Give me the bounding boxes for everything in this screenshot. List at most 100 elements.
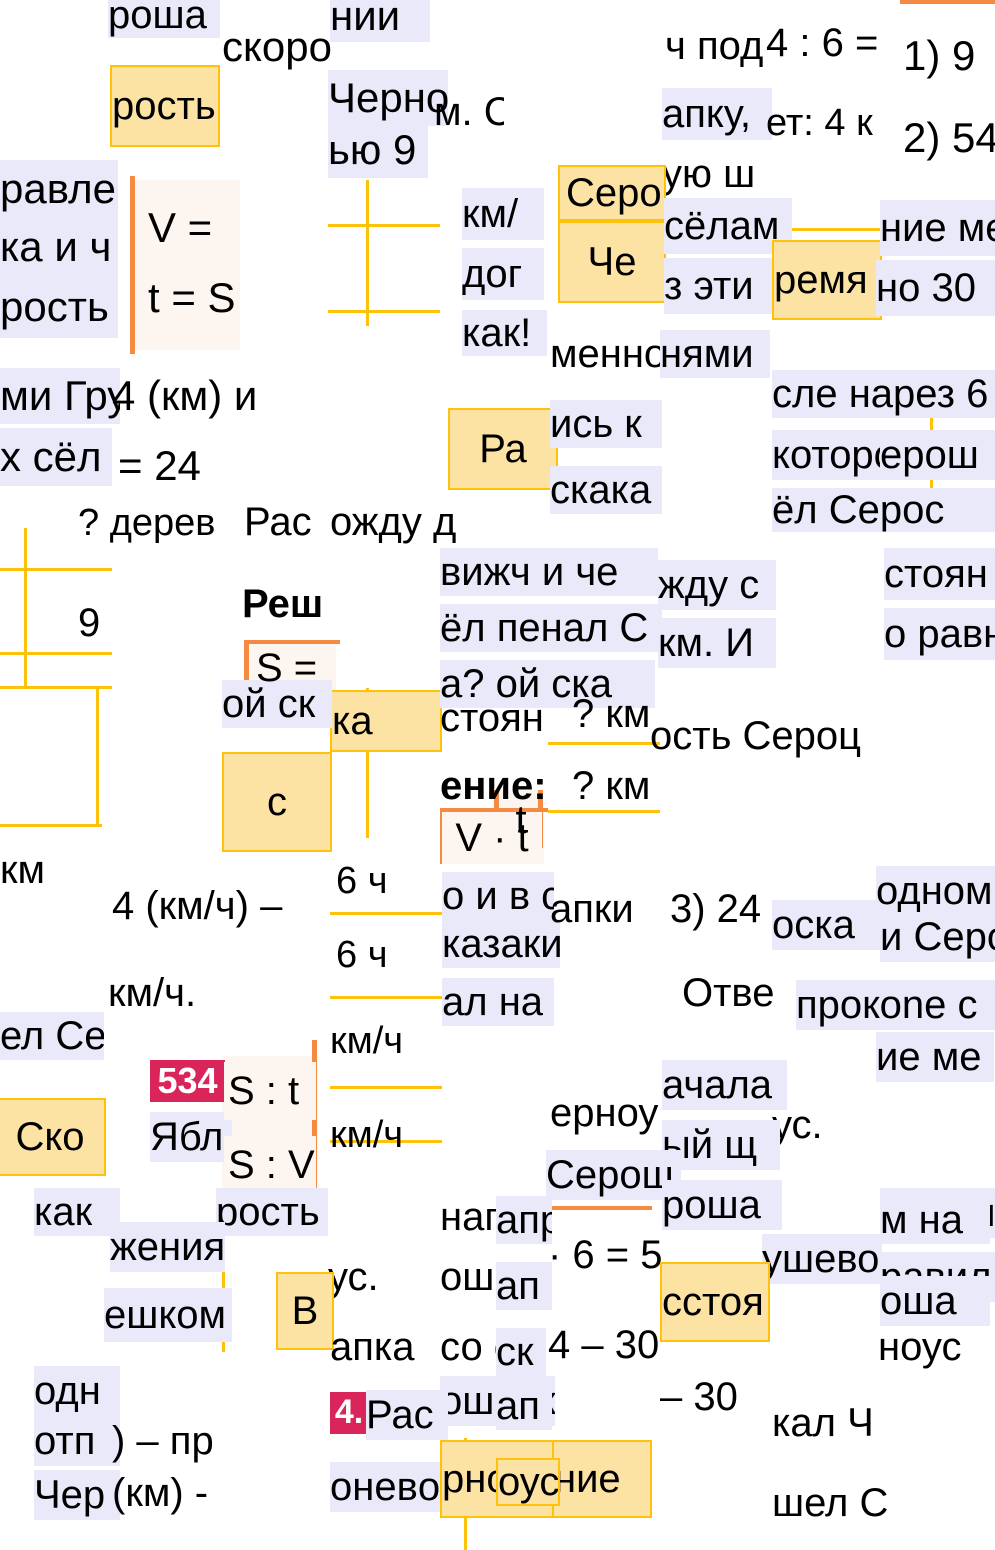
frag-m-s: м. С	[434, 88, 504, 136]
frag-zeti-text: з эти	[664, 264, 754, 308]
frag-chpod-text: ч под	[665, 24, 764, 68]
frag-qderev-text: ? дерев	[78, 502, 216, 545]
frag-onevo: оневo	[330, 1462, 448, 1512]
frag-niyeme: ние ме	[880, 200, 995, 256]
rule-h-grid-6	[0, 824, 102, 827]
frag-rost3-text: рость	[216, 1190, 320, 1234]
frag-badge534-text: 534	[157, 1060, 218, 1102]
frag-minus30b-text: – 30	[660, 1375, 738, 1419]
rule-h-underline-1	[330, 912, 442, 915]
rule-h-grid-7	[770, 228, 882, 231]
frag-enie-text: ение:	[440, 764, 547, 808]
frag-pa-yellow: Ра	[448, 408, 558, 490]
frag-zhdus-text: жду с	[658, 563, 760, 607]
frag-rost2: рость	[0, 276, 118, 338]
frag-vizhch: вижч и че	[440, 548, 658, 596]
frag-km-left-text: км	[0, 848, 45, 892]
frag-div6eq5-text: · 6 = 5	[548, 1233, 663, 1277]
frag-ravle: равле	[0, 160, 118, 218]
frag-rost2-text: рость	[0, 282, 109, 330]
frag-v-eq-text: V =	[148, 203, 213, 251]
frag-nie-yellow-text: ние	[554, 1457, 621, 1501]
frag-kak2: как	[34, 1188, 120, 1236]
frag-step3-text: 3) 24	[670, 887, 762, 931]
frag-yolsero-text: ёл Серос	[772, 488, 945, 532]
frag-zhdus: жду с	[658, 560, 776, 610]
frag-ozhdud-text: ожду д	[330, 500, 457, 544]
frag-sko-yellow-text: Ско	[15, 1115, 85, 1159]
frag-prokone-text: прокone с	[796, 983, 978, 1027]
frag-4kmch: 4 (км/ч) –	[112, 880, 324, 932]
frag-rost-yellow-text: рость	[112, 84, 216, 128]
frag-menno: менно	[550, 330, 670, 378]
frag-ravle-text: равле	[0, 164, 116, 212]
frag-alna: ал на	[442, 978, 554, 1026]
frag-sdivv-text: S : V	[228, 1143, 315, 1187]
frag-v-yellow-text: В	[291, 1289, 319, 1333]
frag-selam: сёлам	[664, 198, 792, 254]
frag-sko2-text: ск	[496, 1330, 534, 1374]
frag-rosha2: роша	[662, 1180, 782, 1230]
frag-rasozhdu-text: Рас	[244, 500, 312, 544]
frag-slenarez-text: сле нарез 6	[772, 372, 989, 416]
frag-6ch-b-text: 6 ч	[336, 934, 388, 977]
frag-pa-yellow-text: Ра	[479, 427, 527, 471]
frag-cherno: Черно	[328, 70, 448, 126]
frag-che-yellow: Че	[558, 221, 666, 303]
frag-achala: ачала	[662, 1060, 787, 1110]
frag-eshkom-text: ешком	[104, 1293, 227, 1337]
frag-misk: ись к	[550, 400, 662, 448]
rule-h-grid-4	[0, 652, 112, 655]
frag-sdivv: S : V	[224, 1136, 316, 1194]
frag-dog: дог	[462, 248, 544, 300]
frag-hsel: х сёл	[0, 428, 112, 486]
frag-kak2-text: как	[34, 1190, 93, 1234]
frag-yu9-text: ью 9	[328, 125, 417, 173]
frag-yabl: Ябл	[150, 1112, 232, 1162]
frag-kmch-dot: км/ч.	[108, 968, 233, 1018]
frag-step2: 2) 54	[903, 112, 995, 164]
frag-rerosh-text: ерош	[880, 433, 979, 477]
frag-ouc: оус	[496, 1458, 560, 1506]
frag-minus30b: – 30	[660, 1372, 764, 1422]
frag-sstoya-yel-text: сстоя	[662, 1280, 764, 1324]
frag-rasozhdu: Рас	[244, 498, 330, 546]
frag-div6: 4 : 6 =	[766, 18, 891, 68]
frag-vizhch-text: вижч и че	[440, 550, 619, 594]
frag-apka: апка	[330, 1322, 440, 1372]
frag-enie: ение:	[440, 762, 560, 810]
frag-sko2: ск	[496, 1328, 546, 1376]
frag-kaich: ка и ч	[0, 218, 118, 276]
rule-h-grid-3	[0, 568, 112, 571]
frag-zeti: з эти	[664, 258, 774, 314]
frag-skoro: скорo	[222, 22, 347, 72]
frag-no30: но 30	[876, 260, 995, 316]
frag-nyami-text: нями	[660, 332, 754, 376]
frag-kheniya-text: жения	[110, 1225, 225, 1269]
cream-panel-formula-top	[130, 180, 240, 350]
frag-kaich-text: ка и ч	[0, 222, 112, 270]
orange-bar-s-equals	[244, 640, 249, 702]
frag-otp: отп	[34, 1416, 120, 1466]
frag-ap1: ап	[496, 1262, 552, 1310]
frag-yel-big1-text: с	[267, 780, 287, 824]
frag-skaka-text: скака	[550, 468, 652, 512]
frag-dog-text: дог	[462, 252, 523, 296]
frag-minuspr-text: ) – пр	[112, 1419, 214, 1463]
orange-bar-s-top	[244, 640, 340, 644]
frag-eq24-text: = 24	[118, 441, 201, 489]
frag-apka-text: апка	[330, 1325, 415, 1369]
orange-bar-formula-left	[130, 176, 135, 354]
frag-stoyan2-text: стоян	[440, 696, 544, 740]
frag-skoro-text: скорo	[222, 22, 332, 70]
frag-us1: ус.	[772, 1100, 844, 1150]
frag-kazaki: казаки	[442, 920, 560, 968]
frag-minus30a: 4 – 30	[548, 1320, 668, 1370]
frag-stoyan2: стоян	[440, 694, 555, 742]
frag-yu9: ью 9	[328, 122, 428, 178]
frag-vremya-yellow: ремя	[772, 240, 882, 320]
frag-ostsero-text: ость Сероц	[650, 714, 862, 758]
frag-oshacell-text: оша	[880, 1279, 957, 1323]
frag-oravn-text: о равн	[884, 612, 995, 656]
